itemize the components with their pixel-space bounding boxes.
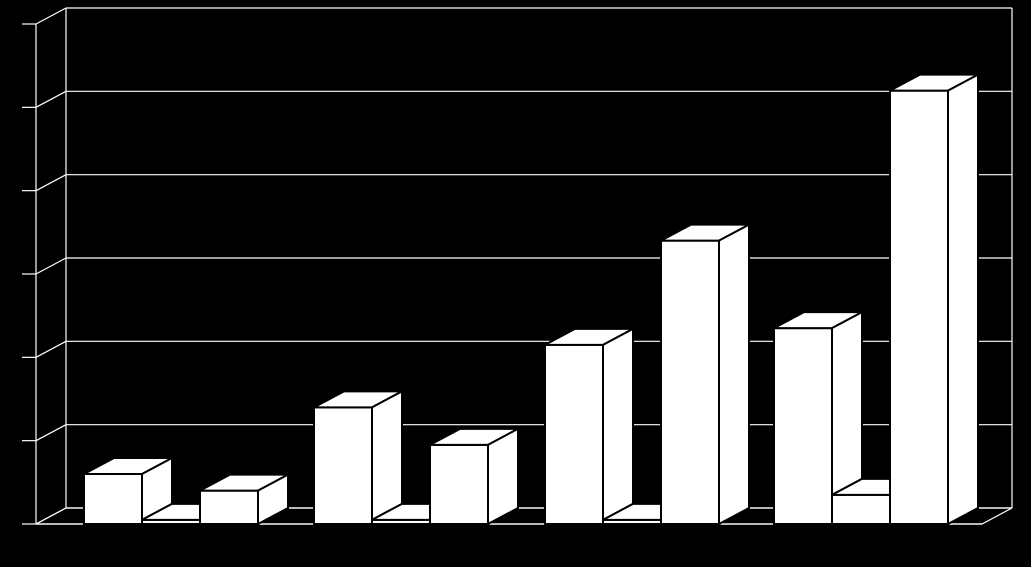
chart-3d-bar	[0, 0, 1031, 567]
bar-g1-2	[430, 429, 518, 524]
bar-g1-0	[314, 391, 402, 524]
bar-g2-0	[545, 329, 633, 524]
bar-g3-2	[890, 75, 978, 524]
chart-svg	[0, 0, 1031, 567]
bar-g2-2	[661, 225, 749, 524]
